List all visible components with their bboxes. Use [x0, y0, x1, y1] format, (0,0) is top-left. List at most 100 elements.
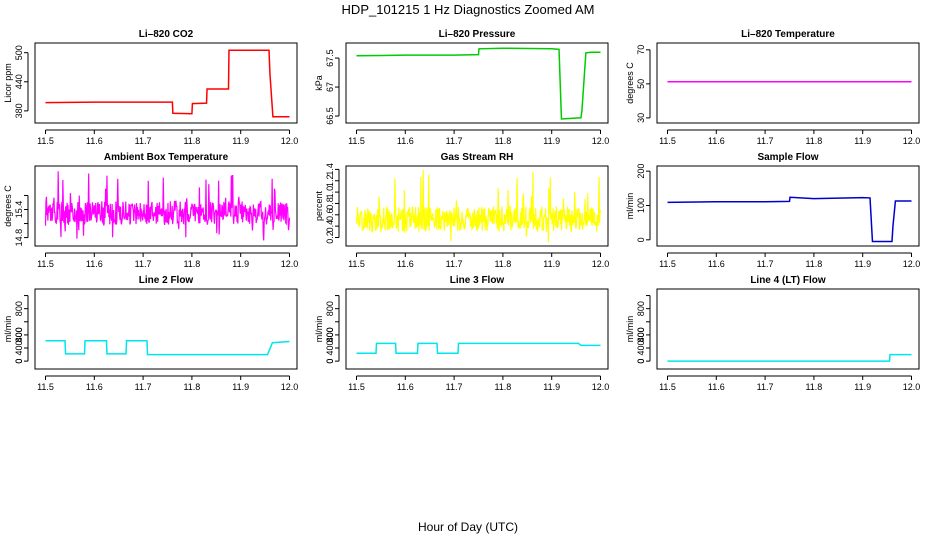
x-tick-label: 11.6 — [708, 136, 725, 146]
y-tick-label: 0 — [636, 359, 646, 364]
x-tick-label: 11.5 — [348, 136, 365, 146]
data-series-line — [356, 47, 601, 120]
y-tick-label: 1.2 — [325, 174, 335, 187]
chart-panel-1: Li–820 Pressure kPa 66.5 67 67.5 11.5 11.6 11.7… — [314, 29, 609, 146]
y-tick-label: 440 — [14, 74, 24, 89]
y-tick-label: 400 — [636, 327, 646, 342]
x-tick-label: 11.6 — [86, 136, 103, 146]
y-tick-label: 0.2 — [325, 231, 335, 244]
y-tick-label: 380 — [14, 103, 24, 118]
x-tick-label: 12.0 — [281, 136, 299, 146]
panel-title: Line 4 (LT) Flow — [750, 275, 826, 286]
panel-ylabel: ml/min — [625, 316, 635, 343]
y-tick-label: 400 — [14, 327, 24, 342]
y-tick-label: 100 — [636, 198, 646, 213]
y-tick-label: 0.4 — [325, 220, 335, 233]
x-tick-label: 12.0 — [281, 259, 299, 269]
panel-title: Ambient Box Temperature — [104, 152, 229, 163]
figure-xlabel: Hour of Day (UTC) — [418, 520, 518, 534]
x-tick-label: 12.0 — [592, 259, 610, 269]
x-tick-label: 11.8 — [805, 259, 822, 269]
chart-panel-8: Line 4 (LT) Flowml/min0400800040080011.5… — [625, 275, 920, 392]
panel-ylabel: ml/min — [314, 316, 324, 343]
x-tick-label: 11.9 — [232, 259, 249, 269]
data-series-line — [45, 49, 290, 118]
panel-ylabel: percent — [314, 190, 324, 221]
x-tick-label: 11.6 — [86, 259, 103, 269]
x-tick-label: 11.8 — [183, 136, 200, 146]
y-tick-label: 0 — [14, 359, 24, 364]
data-series-line — [667, 353, 912, 362]
y-tick-label: 0 — [636, 237, 646, 242]
panel-ylabel: Licor ppm — [3, 63, 13, 103]
x-tick-label: 11.8 — [494, 259, 511, 269]
panel-ylabel: degrees C — [625, 62, 635, 104]
x-tick-label: 11.5 — [37, 136, 54, 146]
x-tick-label: 11.9 — [854, 136, 871, 146]
panel-ylabel: ml/min — [625, 193, 635, 220]
x-tick-label: 11.6 — [397, 382, 414, 392]
plot-frame — [34, 288, 298, 370]
y-tick-label: 1.4 — [325, 163, 335, 176]
x-tick-label: 12.0 — [592, 136, 610, 146]
x-tick-label: 11.9 — [543, 136, 560, 146]
x-tick-label: 11.8 — [805, 136, 822, 146]
panel-title: Li–820 Temperature — [741, 29, 835, 40]
x-tick-label: 12.0 — [903, 259, 921, 269]
y-tick-label: 800 — [14, 327, 24, 342]
y-tick-label: 0 — [325, 359, 335, 364]
panel-ylabel: ml/min — [3, 316, 13, 343]
chart-panel-2: Li–820 Temperature degrees C30 50 70 11.5 11.… — [625, 29, 920, 146]
y-tick-label: 0.6 — [325, 209, 335, 222]
plot-frame — [345, 288, 609, 370]
x-tick-label: 11.9 — [232, 382, 249, 392]
figure-title: HDP_101215 1 Hz Diagnostics Zoomed AM — [342, 2, 595, 17]
panel-title: Li–820 CO2 — [139, 29, 194, 40]
y-tick-label: 200 — [636, 164, 646, 179]
data-series-line — [45, 340, 290, 356]
plot-frame — [656, 42, 920, 124]
plot-frame — [345, 165, 609, 247]
y-tick-label: 400 — [325, 327, 335, 342]
y-tick-label: 0 — [325, 359, 335, 364]
x-tick-label: 11.7 — [446, 136, 463, 146]
y-tick-label: 800 — [325, 301, 335, 316]
panel-title: Line 3 Flow — [450, 275, 505, 286]
x-tick-label: 11.9 — [543, 259, 560, 269]
x-tick-label: 11.7 — [446, 382, 463, 392]
x-tick-label: 11.7 — [757, 382, 774, 392]
panel-title: Li–820 Pressure — [439, 29, 516, 40]
panel-ylabel: kPa — [314, 75, 324, 91]
y-tick-label: 67.5 — [325, 49, 335, 67]
x-tick-label: 12.0 — [903, 136, 921, 146]
x-tick-label: 11.9 — [854, 259, 871, 269]
data-series-line — [355, 169, 602, 243]
panel-title: Gas Stream RH — [441, 152, 514, 163]
y-tick-label: 14.8 — [14, 229, 24, 247]
x-tick-label: 11.6 — [708, 382, 725, 392]
x-tick-label: 11.8 — [183, 382, 200, 392]
x-tick-label: 11.5 — [659, 259, 676, 269]
x-tick-label: 11.8 — [494, 136, 511, 146]
y-tick-label: 66.5 — [325, 107, 335, 125]
y-tick-label: 67 — [325, 82, 335, 92]
chart-panel-4: Gas Stream RH percent0.20.40.60.81.01.21.… — [314, 152, 609, 269]
x-tick-label: 11.6 — [86, 382, 103, 392]
plot-frame — [34, 42, 298, 124]
x-tick-label: 11.6 — [397, 259, 414, 269]
chart-panel-5: Sample Flow ml/min 0 100 200 11.5 11.6 11.7 11.8… — [625, 152, 920, 269]
y-tick-label: 30 — [636, 113, 646, 123]
plot-frame — [656, 288, 920, 370]
x-tick-label: 11.9 — [854, 382, 871, 392]
x-tick-label: 11.7 — [135, 136, 152, 146]
x-tick-label: 11.5 — [659, 382, 676, 392]
y-tick-label: 800 — [636, 301, 646, 316]
y-tick-label: 800 — [325, 327, 335, 342]
y-tick-label: 70 — [636, 45, 646, 55]
x-tick-label: 11.8 — [805, 382, 822, 392]
